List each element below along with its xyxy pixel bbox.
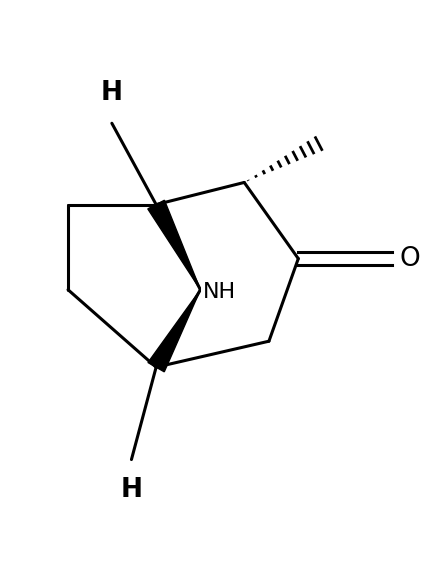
Text: H: H	[101, 80, 123, 106]
Polygon shape	[148, 290, 201, 372]
Text: NH: NH	[203, 282, 236, 302]
Polygon shape	[148, 200, 201, 290]
Text: O: O	[399, 245, 420, 272]
Text: H: H	[121, 476, 142, 503]
